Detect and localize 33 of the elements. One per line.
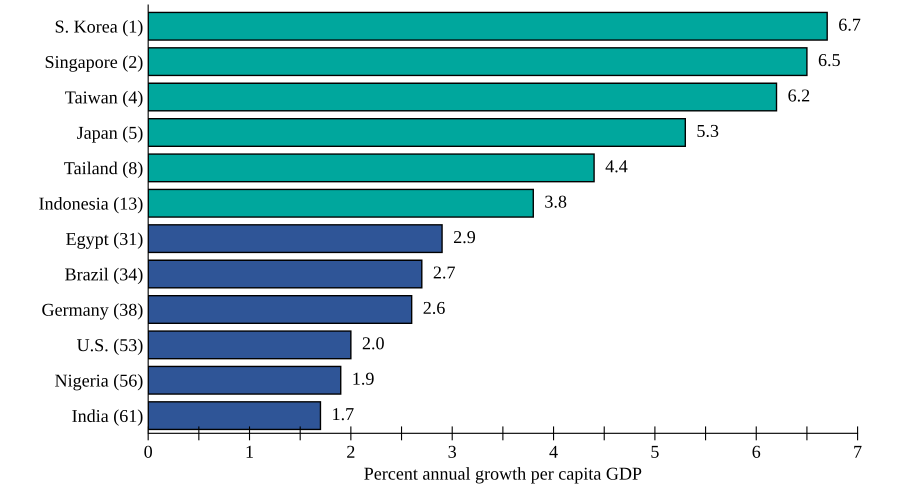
data-label: 6.2 (788, 89, 810, 102)
data-label: 1.7 (333, 408, 354, 420)
data-label: 6.7 (839, 18, 860, 31)
y-tick-label: Germany (38) (42, 303, 143, 320)
data-label: 2.6 (424, 302, 445, 314)
y-tick-label: S. Korea (1) (56, 20, 143, 36)
x-tick-label: 5 (651, 446, 659, 458)
y-tick-label: Nigeria (56) (55, 374, 143, 390)
y-tick-label: Brazil (34) (65, 268, 143, 284)
y-tick-label: India (61) (72, 409, 143, 426)
x-tick-label: 7 (854, 446, 862, 458)
data-label: 2.7 (434, 266, 455, 279)
x-tick-label: 1 (246, 446, 253, 458)
data-label: 3.8 (545, 196, 566, 208)
y-tick-label: U.S. (53) (76, 338, 143, 355)
data-label: 5.3 (697, 124, 718, 138)
data-label: 2.9 (454, 231, 476, 244)
x-tick-label: 3 (448, 446, 456, 458)
x-tick-label: 0 (144, 446, 152, 458)
x-tick-label: 6 (752, 446, 760, 458)
y-tick-label: Indonesia (13) (39, 196, 143, 214)
y-tick-label: Tailand (8) (64, 162, 143, 178)
x-axis-title: Percent annual growth per capita GDP (364, 467, 642, 484)
data-label: 4.4 (606, 160, 628, 172)
y-tick-label: Taiwan (4) (65, 90, 143, 108)
y-tick-label: Japan (5) (77, 126, 143, 143)
data-label: 1.9 (353, 372, 374, 385)
x-tick-label: 2 (347, 446, 354, 458)
y-tick-label: Egypt (31) (66, 232, 143, 249)
y-tick-label: Singapore (2) (46, 55, 143, 72)
data-label: 2.0 (362, 337, 384, 350)
data-label: 6.5 (818, 54, 840, 66)
x-tick-label: 4 (549, 446, 558, 458)
